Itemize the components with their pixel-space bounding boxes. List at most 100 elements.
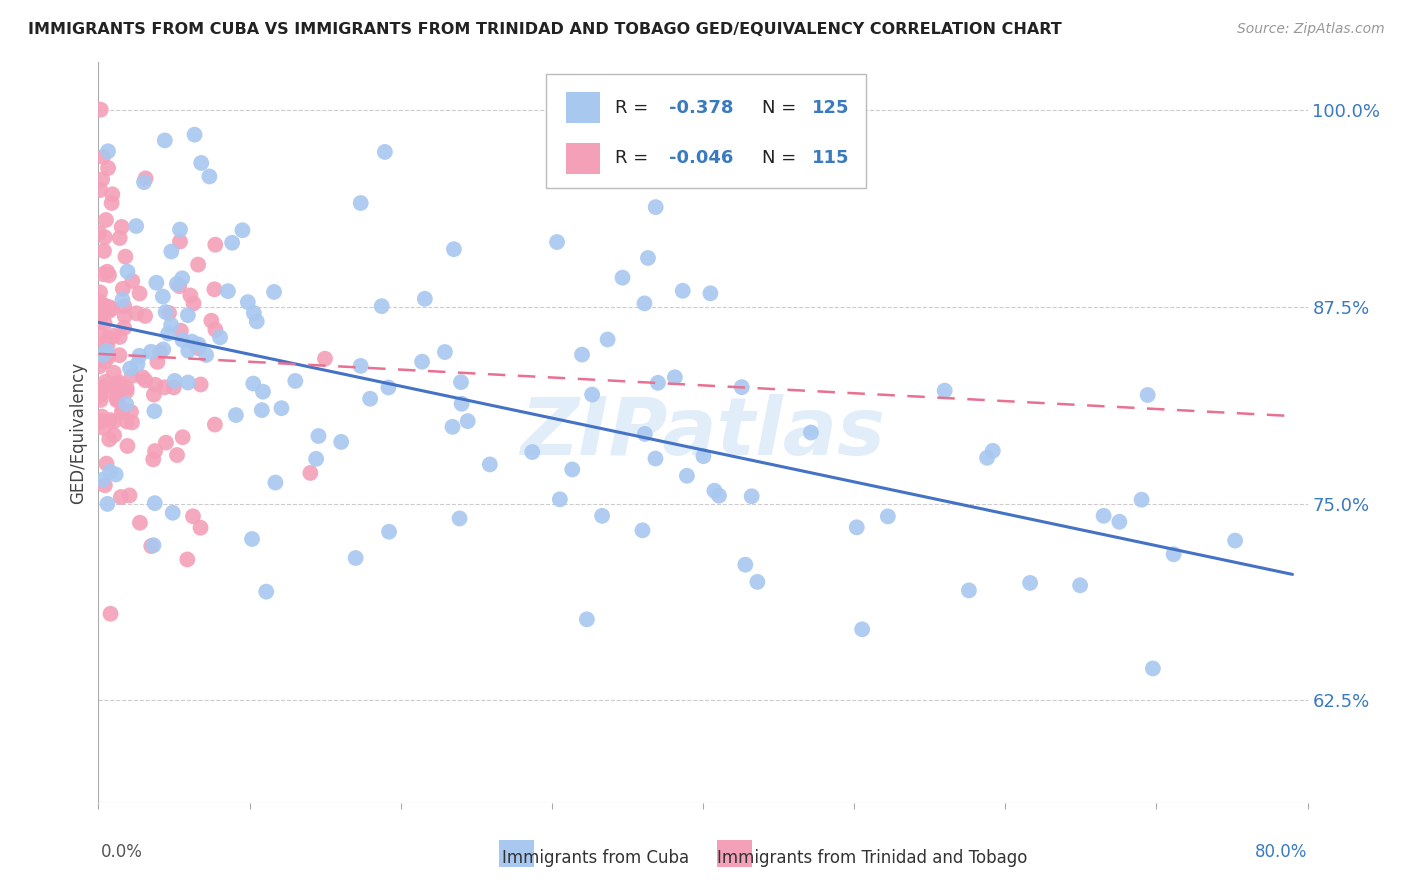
Point [121,368,143,383]
Point [97,331,120,345]
Point [101,187,124,202]
Point [221,235,243,250]
Point [591,508,613,523]
Point [450,397,472,411]
Point [575,612,598,626]
Point [111,405,134,419]
Point [876,509,898,524]
Point [225,408,247,422]
Point [143,404,166,418]
Point [111,401,134,416]
Text: N =: N = [762,149,803,168]
Point [118,488,141,502]
Point [299,466,322,480]
Point [146,355,169,369]
Point [160,244,183,259]
Point [152,343,174,357]
Point [411,355,433,369]
Point [129,516,152,530]
Point [112,320,135,334]
Point [195,348,218,362]
Point [105,393,128,408]
Point [103,387,125,401]
Point [89,326,111,341]
Point [546,235,568,249]
Point [548,492,571,507]
Point [1223,533,1246,548]
Point [89,183,111,197]
Point [350,359,373,373]
Point [176,552,198,566]
Point [264,475,287,490]
Point [413,292,436,306]
Point [377,380,399,394]
Point [957,583,980,598]
Point [1130,492,1153,507]
Point [242,376,264,391]
Point [359,392,381,406]
Point [111,282,134,296]
Point [571,348,593,362]
Point [851,623,873,637]
Point [344,551,367,566]
Point [305,451,328,466]
Point [128,349,150,363]
Point [450,375,472,389]
Point [747,574,769,589]
Point [183,296,205,310]
Point [127,357,149,371]
Point [254,584,277,599]
Point [664,370,686,384]
Point [284,374,307,388]
Point [96,343,118,358]
Point [672,284,695,298]
Point [94,379,117,393]
Point [89,415,111,429]
Point [134,309,156,323]
Point [97,300,120,314]
Bar [499,840,534,867]
Point [94,375,117,389]
Point [143,444,166,458]
Point [204,417,226,432]
Point [634,427,657,442]
Point [96,338,118,352]
Point [172,333,194,347]
Point [97,145,120,159]
Point [330,434,353,449]
Point [981,443,1004,458]
Point [98,465,121,479]
Point [135,171,157,186]
Point [731,380,754,394]
Point [117,439,139,453]
Point [90,103,112,117]
Point [596,333,619,347]
Text: 125: 125 [811,99,849,117]
Point [166,448,188,462]
Point [676,468,699,483]
Text: Immigrants from Cuba: Immigrants from Cuba [502,849,689,867]
Text: 80.0%: 80.0% [1256,843,1308,861]
Point [172,430,194,444]
Point [153,133,176,147]
Point [94,478,117,492]
Point [143,496,166,510]
Point [198,169,221,184]
Point [443,242,465,256]
Point [96,497,118,511]
Point [108,231,131,245]
Point [478,458,501,472]
Point [707,489,730,503]
Point [93,421,115,435]
Point [644,451,666,466]
Point [644,200,666,214]
Point [120,361,142,376]
Text: Immigrants from Trinidad and Tobago: Immigrants from Trinidad and Tobago [717,849,1028,867]
Point [231,223,253,237]
Point [204,323,226,337]
Point [107,392,129,407]
Point [143,377,166,392]
Point [98,413,121,427]
Point [110,490,132,504]
Point [121,416,143,430]
